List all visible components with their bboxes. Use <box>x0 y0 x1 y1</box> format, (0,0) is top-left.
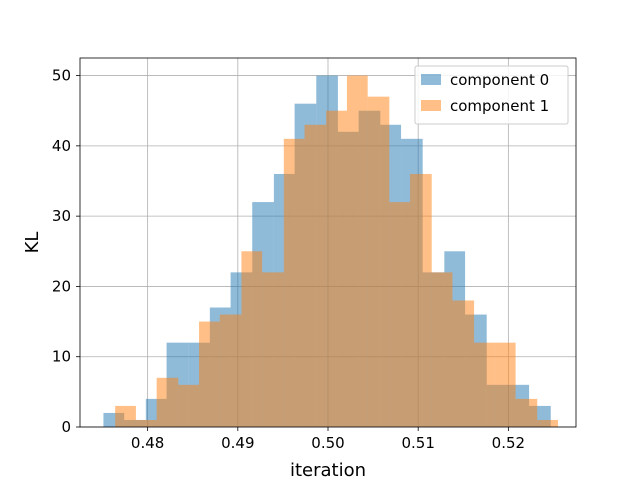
y-tick-label: 40 <box>52 137 71 155</box>
series-1-bars <box>115 75 558 428</box>
histogram-bar <box>410 173 432 427</box>
histogram-bar <box>326 110 347 427</box>
y-tick-label: 20 <box>52 277 71 295</box>
histogram-bar <box>389 202 411 427</box>
histogram-bar <box>156 377 179 427</box>
y-tick-label: 0 <box>61 418 71 436</box>
x-tick-label: 0.50 <box>311 434 344 452</box>
histogram-bar <box>262 272 284 427</box>
histogram-bar <box>537 419 558 427</box>
x-axis-label: iteration <box>290 460 366 480</box>
x-tick-label: 0.51 <box>401 434 434 452</box>
histogram-bar <box>304 124 327 428</box>
histogram-bar <box>474 342 495 427</box>
histogram-bar <box>135 419 157 427</box>
histogram-bar <box>367 96 390 428</box>
histogram-bars <box>103 75 558 428</box>
legend: component 0 component 1 <box>414 65 569 125</box>
legend-box <box>414 65 569 125</box>
y-axis-ticks: 0 10 20 30 40 50 <box>52 67 80 436</box>
x-tick-label: 0.48 <box>131 434 164 452</box>
y-tick-label: 30 <box>52 207 71 225</box>
y-tick-label: 50 <box>52 67 71 85</box>
legend-label: component 1 <box>450 97 549 115</box>
histogram-bar <box>346 75 368 428</box>
histogram-bar <box>241 251 263 427</box>
x-axis-ticks: 0.48 0.49 0.50 0.51 0.52 <box>131 427 525 452</box>
histogram-bar <box>431 272 453 427</box>
y-axis-label: KL <box>22 232 43 254</box>
histogram-bar <box>283 138 305 428</box>
legend-label: component 0 <box>450 71 549 89</box>
histogram-bar <box>178 384 200 427</box>
histogram-bar <box>115 405 136 427</box>
x-tick-label: 0.52 <box>492 434 525 452</box>
legend-swatch <box>421 100 441 111</box>
x-tick-label: 0.49 <box>221 434 254 452</box>
y-tick-label: 10 <box>52 348 71 366</box>
histogram-bar <box>452 300 475 427</box>
legend-swatch <box>421 74 441 85</box>
histogram-bar <box>494 342 516 427</box>
histogram-bar <box>219 314 242 427</box>
histogram-bar <box>199 321 220 427</box>
histogram-bar <box>515 398 538 427</box>
